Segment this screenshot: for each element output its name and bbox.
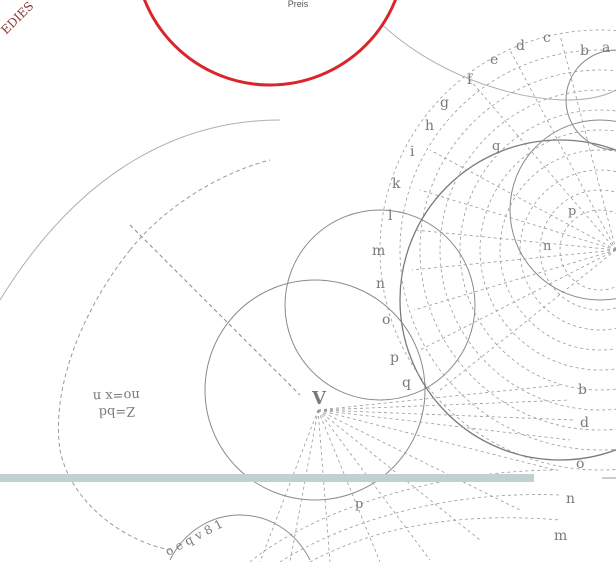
letter-d-lower: d	[580, 415, 589, 431]
bottom-solid-arc	[169, 514, 311, 561]
formula-line-1: Z=bd	[98, 403, 135, 419]
stamp-text: EDIES	[0, 0, 36, 37]
letter-n: n	[376, 276, 385, 292]
interior-q: q	[492, 139, 500, 154]
letter-l: l	[388, 208, 393, 224]
circle-lower	[204, 279, 426, 501]
bottom-dashed-arcs	[249, 469, 561, 562]
letter-m-lower: m	[554, 528, 567, 544]
formula-line-2: no=x n	[92, 387, 140, 404]
interior-p-lower: p	[355, 497, 363, 512]
circle-large	[399, 139, 616, 461]
letter-o: o	[382, 312, 390, 328]
horizontal-rule-bar	[0, 474, 534, 482]
seal-ring	[143, 0, 397, 87]
circle-upper	[284, 209, 476, 401]
letter-m: m	[372, 243, 385, 259]
outer-letter-group: b a c d e f g h i k l m n o p q	[372, 30, 610, 391]
letter-p: p	[390, 350, 399, 366]
letter-e: e	[490, 52, 498, 68]
dashed-arc-grid	[379, 29, 616, 471]
letter-f: f	[467, 72, 474, 88]
guide-circle-dashed	[58, 249, 171, 551]
guide-circle-dashed-top	[129, 159, 271, 251]
letter-b-lower: b	[578, 382, 587, 398]
fan-rays	[259, 384, 576, 562]
bottom-glyph-run: o e q v 8 1	[163, 517, 225, 559]
letter-g: g	[440, 95, 449, 111]
letter-n-lower: n	[566, 491, 575, 507]
letter-a: a	[602, 40, 610, 56]
seal-caption: Preis	[288, 0, 309, 9]
radial-rays	[411, 34, 616, 391]
center-point-label: V	[311, 388, 327, 409]
letter-i: i	[410, 144, 415, 160]
letter-k: k	[392, 176, 401, 192]
interior-label-group: q p n p	[355, 139, 576, 512]
outer-arc-left	[0, 119, 281, 301]
interior-n: n	[543, 239, 552, 254]
circle-small-top	[565, 49, 616, 151]
letter-c: c	[543, 30, 551, 46]
formula-group: Z=bd no=x n	[92, 387, 140, 419]
circle-mid-right	[509, 119, 616, 301]
letter-o-lower: o	[576, 456, 584, 472]
outer-arc-right	[359, 0, 616, 101]
letter-b: b	[580, 43, 589, 59]
letter-q: q	[402, 375, 411, 391]
chord-dashed	[129, 224, 301, 396]
interior-p-upper: p	[568, 204, 576, 219]
letter-h: h	[425, 118, 434, 134]
letter-d: d	[516, 38, 525, 54]
lower-letter-group: b d o n m	[554, 382, 589, 544]
